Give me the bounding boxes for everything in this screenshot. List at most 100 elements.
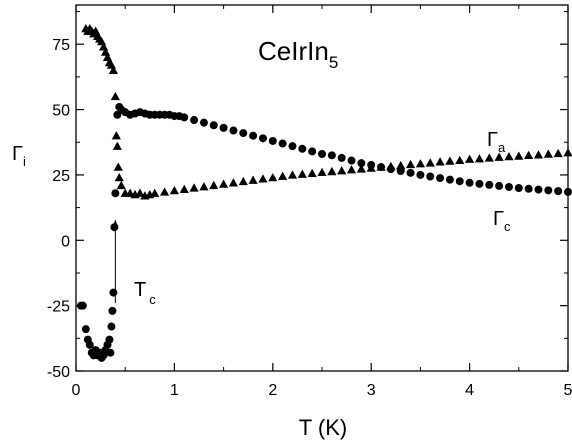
y-tick-label: 75 xyxy=(52,37,70,54)
gamma-c-point xyxy=(278,139,287,148)
gamma-c-point xyxy=(406,168,415,177)
gamma-a-point xyxy=(396,160,406,170)
gamma-a-point xyxy=(150,188,160,197)
gamma-a-point xyxy=(179,184,189,193)
gamma-c-point xyxy=(465,178,474,187)
gamma-a-point xyxy=(317,167,327,176)
gamma-a-point xyxy=(445,156,455,165)
gamma-c-point xyxy=(396,167,405,176)
gamma-a-point xyxy=(356,164,366,173)
gamma-a-point xyxy=(337,166,347,175)
gamma-a-point xyxy=(114,172,124,182)
gamma-c-point xyxy=(81,325,90,334)
x-tick-label: 5 xyxy=(564,382,572,399)
gamma-a-point xyxy=(116,180,126,190)
gamma-c-point xyxy=(534,185,543,194)
gamma-a-point xyxy=(504,152,514,161)
gamma-c-point xyxy=(445,175,454,184)
gamma-c-point xyxy=(288,142,297,151)
gamma-a-point xyxy=(209,180,219,190)
gamma-c-point xyxy=(219,123,228,132)
gamma-a-point xyxy=(405,159,416,169)
gamma-a-point xyxy=(474,154,485,163)
gamma-c-point xyxy=(318,150,326,159)
gamma-c-point xyxy=(347,156,356,165)
gamma-a-point xyxy=(533,150,544,159)
gamma-c-point xyxy=(455,177,464,186)
gamma-c-point xyxy=(495,181,504,190)
x-axis-label: T (K) xyxy=(299,415,347,440)
gamma-a-point xyxy=(465,154,475,163)
gamma-a-point xyxy=(543,149,553,158)
gamma-c-point xyxy=(229,126,238,135)
gamma-c-point xyxy=(485,180,494,189)
gamma-c-point xyxy=(327,151,336,160)
gamma-c-point xyxy=(554,187,563,196)
gamma-c-point xyxy=(106,348,115,357)
gamma-a-point xyxy=(514,151,524,160)
gamma-c-point xyxy=(109,288,118,297)
gamma-c-point xyxy=(268,136,277,145)
gamma-a-point xyxy=(278,171,288,180)
gamma-a-point xyxy=(553,148,563,158)
gamma-a-point xyxy=(435,157,445,166)
gamma-c-point xyxy=(416,170,425,179)
gamma-a-point xyxy=(219,179,229,188)
gamma-a-point xyxy=(307,168,317,178)
tc-arrowhead xyxy=(112,219,119,229)
gamma-a-point xyxy=(484,153,494,162)
gamma-a-point xyxy=(297,169,307,178)
gamma-a-point xyxy=(258,174,268,183)
gamma-a-point xyxy=(113,162,123,171)
y-tick-label: 50 xyxy=(52,103,70,120)
compound-label: CeIrIn5 xyxy=(258,36,338,72)
gamma-c-point xyxy=(249,131,258,140)
axes-frame xyxy=(75,4,569,372)
gamma-a-point xyxy=(110,91,120,101)
plot-area xyxy=(76,23,572,362)
axis-ticks: 0 1 2 3 4 5 -50 -25 0 25 50 75 xyxy=(47,5,572,399)
gamma-c-point xyxy=(108,306,117,315)
gamma-c-point xyxy=(367,160,376,169)
gamma-a-point xyxy=(189,183,199,192)
gamma-c-point xyxy=(337,153,346,162)
gamma-c-point xyxy=(298,144,307,153)
gamma-c-point xyxy=(258,134,267,143)
gamma-c-point xyxy=(357,159,366,168)
y-axis-label: Γi xyxy=(12,143,26,169)
gamma-c-point xyxy=(386,165,395,174)
gamma-a-point xyxy=(135,188,145,197)
gamma-a-point xyxy=(111,131,121,140)
gamma-a-point xyxy=(425,158,435,167)
y-tick-label: -25 xyxy=(47,299,70,316)
gamma-c-point xyxy=(426,172,435,181)
gamma-a-point xyxy=(238,176,248,186)
gamma-c-point xyxy=(514,184,523,192)
gamma-c-point xyxy=(107,322,116,331)
gamma-a-point xyxy=(346,165,357,174)
gamma-c-point xyxy=(377,163,386,172)
gamma-c-point xyxy=(308,147,317,156)
gamma-a-point xyxy=(169,186,179,195)
y-tick-label: 25 xyxy=(52,168,70,185)
gamma-a-point xyxy=(494,152,504,161)
gamma-c-point xyxy=(209,121,218,130)
x-tick-label: 1 xyxy=(170,382,179,399)
y-tick-label: 0 xyxy=(61,233,70,250)
gamma-c-point xyxy=(544,186,553,195)
gamma-c-point xyxy=(504,182,513,191)
gamma-a-point xyxy=(455,155,465,164)
gamma-a-point xyxy=(199,182,209,191)
gamma-c-point xyxy=(475,179,484,188)
gamma-a-point xyxy=(248,175,258,184)
gamma-c-point xyxy=(111,189,120,198)
series-label-gamma-c: Γc xyxy=(493,208,511,234)
gamma-c-point xyxy=(85,340,94,349)
gamma-c-point xyxy=(239,129,248,138)
gamma-c-point xyxy=(436,174,445,183)
gamma-c-point xyxy=(180,113,189,122)
gamma-a-point xyxy=(159,187,170,196)
gamma-c-point xyxy=(524,184,533,193)
